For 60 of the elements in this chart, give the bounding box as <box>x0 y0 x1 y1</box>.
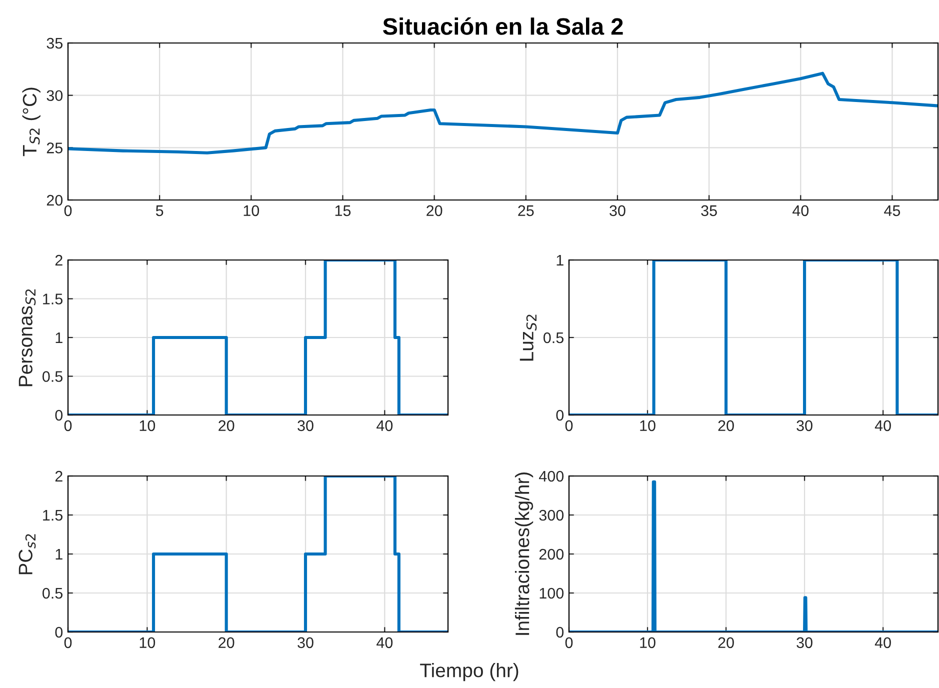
y-tick-label: 0.5 <box>42 588 62 599</box>
y-tick-label: 20 <box>46 194 63 206</box>
y-axis-title: T$_{S2}$ (°C) <box>22 88 40 156</box>
x-tick-label: 40 <box>874 420 891 432</box>
x-tick-label: 30 <box>610 205 626 216</box>
x-tick-label: 30 <box>298 637 314 648</box>
x-tick-label: 0 <box>565 420 573 432</box>
y-tick-label: 100 <box>540 588 564 599</box>
x-tick-label: 0 <box>64 205 72 216</box>
y-tick-label: 2 <box>55 254 62 266</box>
y-tick-label: 0.5 <box>544 332 564 344</box>
x-tick-label: 40 <box>376 637 393 648</box>
y-tick-label: 25 <box>46 142 62 154</box>
y-tick-label: 400 <box>539 470 564 482</box>
x-tick-label: 20 <box>426 205 442 216</box>
x-tick-label: 30 <box>796 637 812 648</box>
line-series <box>68 72 938 154</box>
x-tick-label: 20 <box>718 637 734 648</box>
y-axis-title: PC$_{s2}$ <box>18 534 36 574</box>
x-tick-label: 20 <box>718 420 734 432</box>
y-tick-label: 0 <box>556 626 564 638</box>
y-tick-label: 1 <box>56 549 62 560</box>
x-tick-label: 10 <box>140 420 156 432</box>
y-tick-label: 300 <box>539 510 564 521</box>
y-axis-title: Personas$_{S2}$ <box>18 289 36 386</box>
y-tick-label: 0 <box>55 626 63 638</box>
y-tick-label: 30 <box>46 90 63 102</box>
x-tick-label: 0 <box>64 420 72 432</box>
y-axis-title: Infiltraciones(kg/hr) <box>514 472 534 635</box>
x-tick-label: 40 <box>376 420 393 432</box>
x-tick-label: 0 <box>64 637 72 648</box>
x-tick-label: 5 <box>156 205 164 216</box>
x-tick-label: 10 <box>140 637 156 648</box>
x-tick-label: 30 <box>796 420 812 432</box>
x-tick-label: 0 <box>565 637 573 648</box>
x-tick-label: 30 <box>298 420 314 432</box>
y-tick-label: 2 <box>55 470 62 482</box>
x-tick-label: 10 <box>244 205 260 216</box>
x-tick-label: 20 <box>218 637 234 648</box>
y-axis-title: Luz$_{S2}$ <box>520 314 537 361</box>
chart-title: Situación en la Sala 2 <box>382 17 623 35</box>
x-tick-label: 35 <box>701 205 717 216</box>
y-tick-label: 1.5 <box>43 510 62 521</box>
y-tick-label: 35 <box>46 38 62 49</box>
x-tick-label: 40 <box>874 637 891 648</box>
y-tick-label: 0 <box>556 410 564 421</box>
y-tick-label: 1.5 <box>43 294 62 304</box>
x-tick-label: 25 <box>518 205 534 216</box>
y-tick-label: 1 <box>556 255 564 266</box>
x-axis-title: Tiempo (hr) <box>420 662 518 682</box>
y-tick-label: 200 <box>539 548 564 560</box>
x-tick-label: 15 <box>335 205 351 216</box>
y-tick-label: 0.5 <box>42 371 62 382</box>
x-tick-label: 10 <box>640 420 656 432</box>
y-tick-label: 1 <box>56 332 62 344</box>
y-tick-label: 0 <box>55 410 63 421</box>
x-tick-label: 40 <box>792 205 809 216</box>
x-tick-label: 10 <box>640 637 656 648</box>
x-tick-label: 45 <box>884 205 900 216</box>
x-tick-label: 20 <box>218 420 234 432</box>
